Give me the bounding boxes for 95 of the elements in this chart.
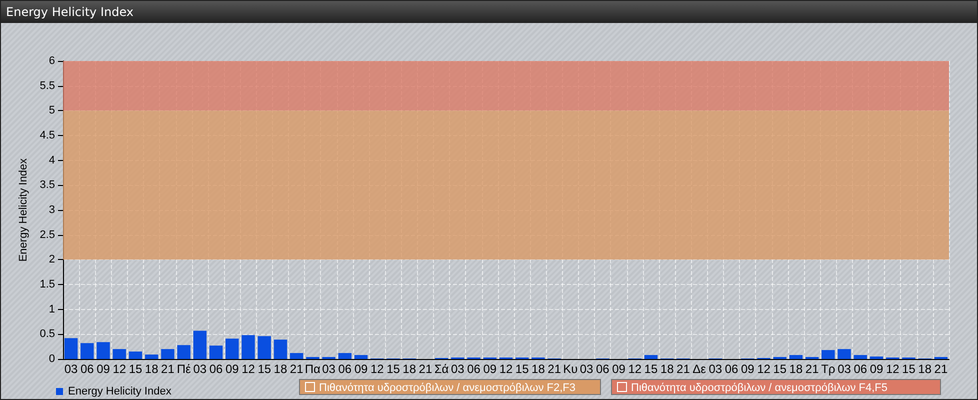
chart-title: Energy Helicity Index	[1, 1, 977, 23]
x-tick-label: 15	[515, 362, 530, 376]
x-tick-label: Κυ	[563, 362, 578, 376]
x-tick-label: 09	[483, 362, 497, 376]
bar	[838, 349, 851, 359]
bar	[96, 342, 110, 359]
x-tick-label: 18	[918, 362, 932, 376]
x-tick-label: 15	[773, 362, 787, 376]
bar	[274, 340, 288, 359]
bar	[354, 355, 368, 359]
bar	[161, 349, 174, 359]
x-tick-label: 03	[450, 362, 465, 376]
x-tick-label: Πέ	[176, 362, 192, 376]
x-tick-label: 06	[80, 362, 94, 376]
y-tick-label: 4.5	[40, 130, 55, 142]
x-tick-label: 06	[724, 362, 739, 376]
y-tick-label: 0	[48, 353, 55, 365]
x-tick-label: 09	[225, 362, 240, 376]
legend-label: Πιθανότητα υδροστρόβιλων / ανεμοστρόβιλων F2,F3	[319, 382, 576, 394]
x-tick-label: 03	[838, 362, 852, 376]
bar	[177, 345, 190, 359]
y-tick-label: 5.5	[40, 80, 55, 92]
x-tick-label: 15	[386, 362, 400, 376]
x-tick-label: 18	[144, 362, 159, 376]
x-tick-label: 21	[934, 362, 948, 376]
x-tick-label: 12	[499, 362, 513, 376]
x-tick-label: 12	[370, 362, 384, 376]
x-tick-label: 03	[64, 362, 78, 376]
x-tick-label: 06	[854, 362, 868, 376]
x-tick-label: 03	[193, 362, 207, 376]
x-tick-label: 06	[467, 362, 481, 376]
x-tick-label: 18	[660, 362, 674, 376]
y-tick-label: 0.5	[40, 328, 55, 340]
y-tick-label: 1.5	[40, 278, 55, 290]
x-tick-label: 06	[209, 362, 224, 376]
y-tick-label: 3	[48, 204, 55, 216]
x-tick-label: 18	[274, 362, 288, 376]
legend-label: Πιθανότητα υδροστρόβιλων / ανεμοστρόβιλων F4,F5	[631, 382, 888, 394]
x-tick-label: 15	[128, 362, 142, 376]
bar	[822, 350, 835, 359]
y-tick-label: 4	[48, 154, 55, 166]
bar	[144, 354, 158, 359]
bar	[112, 349, 126, 359]
y-tick-label: 2.5	[40, 228, 55, 241]
bar	[209, 346, 223, 359]
x-tick-label: 18	[532, 362, 546, 376]
bar	[789, 355, 803, 359]
y-tick-label: 6	[48, 55, 55, 67]
x-tick-label: 06	[338, 362, 352, 376]
x-tick-label: 12	[242, 362, 256, 376]
bar	[193, 330, 207, 359]
bar	[80, 343, 94, 359]
x-tick-label: 12	[757, 362, 771, 376]
x-tick-label: 03	[322, 362, 336, 376]
x-tick-label: Τρ	[821, 362, 836, 376]
bar	[258, 336, 271, 359]
y-tick-label: 1	[48, 303, 55, 316]
x-tick-label: 15	[644, 362, 658, 376]
x-tick-label: 21	[805, 362, 820, 376]
x-tick-label: 21	[548, 362, 562, 376]
y-axis-title: Energy Helicity Index	[17, 158, 30, 262]
bar	[290, 353, 304, 359]
x-tick-label: Πα	[304, 362, 321, 376]
bar	[128, 352, 142, 359]
x-tick-label: 09	[354, 362, 368, 376]
x-tick-label: Δε	[692, 362, 707, 376]
y-tick-label: 2	[48, 254, 55, 266]
bar	[854, 355, 868, 359]
x-tick-label: 12	[886, 362, 900, 376]
x-tick-label: 18	[402, 362, 416, 376]
x-tick-label: 15	[258, 362, 272, 376]
x-tick-label: 03	[708, 362, 722, 376]
x-tick-label: 03	[580, 362, 594, 376]
x-tick-label: 18	[789, 362, 803, 376]
bar	[338, 353, 352, 359]
x-tick-label: 21	[676, 362, 690, 376]
y-tick-label: 3.5	[40, 179, 55, 192]
bar	[226, 338, 239, 359]
x-tick-label: 09	[870, 362, 884, 376]
x-tick-label: 21	[418, 362, 432, 376]
x-tick-label: 21	[290, 362, 304, 376]
bar	[644, 355, 658, 359]
x-tick-label: 09	[96, 362, 110, 376]
x-tick-label: 15	[902, 362, 916, 376]
bar	[242, 335, 255, 359]
x-tick-label: 12	[112, 362, 126, 376]
x-tick-label: 09	[612, 362, 626, 376]
x-tick-label: 21	[161, 362, 175, 376]
x-tick-label: Σά	[434, 362, 449, 376]
x-tick-label: 12	[628, 362, 642, 376]
x-tick-label: 09	[740, 362, 755, 376]
legend-label: Energy Helicity Index	[68, 386, 172, 398]
x-tick-label: 06	[596, 362, 610, 376]
y-tick-label: 5	[48, 104, 55, 117]
bar	[64, 338, 78, 359]
